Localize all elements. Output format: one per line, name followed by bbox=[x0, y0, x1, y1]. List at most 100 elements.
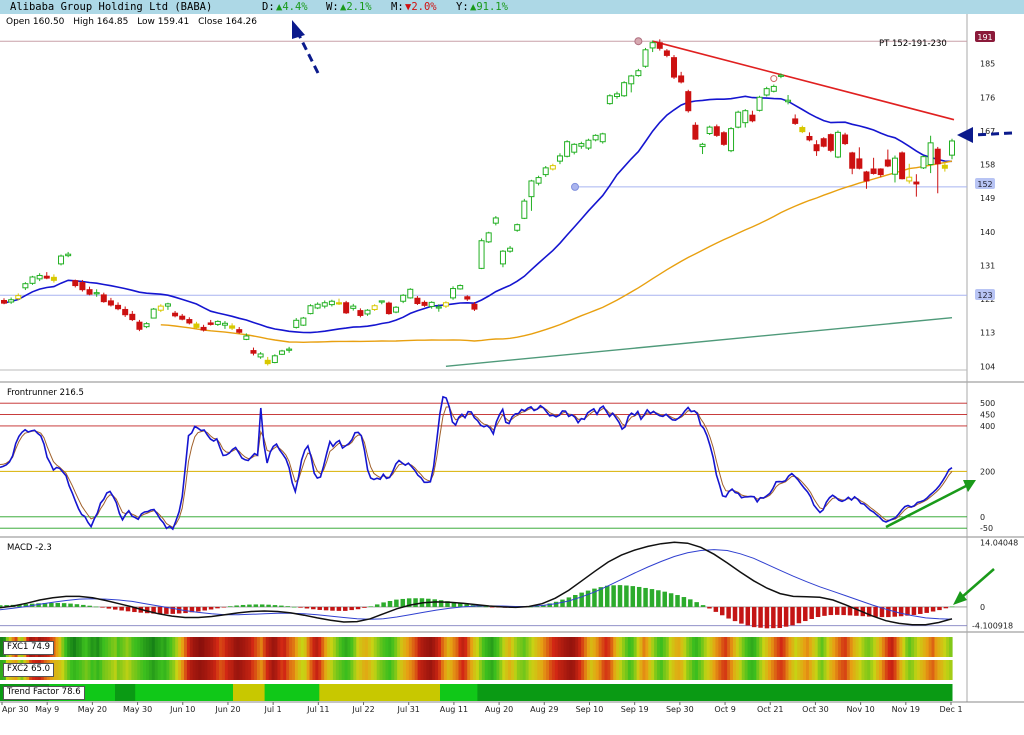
fxc1-cell bbox=[674, 637, 679, 657]
fxc1-cell bbox=[148, 637, 153, 657]
title-bar: Alibaba Group Holding Ltd (BABA) D: ▲4.4… bbox=[0, 0, 1024, 14]
candle bbox=[507, 245, 514, 253]
x-tick-label: Jul 11 bbox=[306, 705, 329, 714]
candle bbox=[264, 356, 271, 366]
candle-body bbox=[428, 301, 435, 307]
fxc2-cell bbox=[572, 660, 576, 680]
macd-tick-label: 0 bbox=[980, 603, 985, 612]
fxc1-cell bbox=[385, 637, 389, 657]
fxc2-cell bbox=[221, 660, 226, 680]
fxc2-cell bbox=[280, 660, 284, 680]
candle-body bbox=[86, 289, 93, 295]
fxc2-cell bbox=[563, 660, 568, 680]
fxc2-cell bbox=[87, 660, 92, 680]
fxc2-cell bbox=[487, 660, 492, 680]
fxc1-cell bbox=[254, 637, 258, 657]
fxc1-cell bbox=[321, 637, 325, 657]
candle bbox=[863, 170, 870, 189]
fxc1-cell bbox=[604, 637, 609, 657]
candle bbox=[891, 155, 898, 183]
candle-body bbox=[599, 133, 606, 143]
fxc2-cell bbox=[823, 660, 828, 680]
fxc1-label: FXC1 74.9 bbox=[3, 641, 55, 655]
fxc1-cell bbox=[516, 637, 521, 657]
fxc2-cell bbox=[493, 660, 498, 680]
candle-body bbox=[307, 305, 314, 315]
fxc1-cell bbox=[884, 637, 889, 657]
fxc2-cell bbox=[849, 660, 854, 680]
fxc2-cell bbox=[242, 660, 246, 680]
fxc2-cell bbox=[312, 660, 316, 680]
candle bbox=[585, 138, 592, 150]
fxc1-cell bbox=[350, 637, 354, 657]
fxc2-cell bbox=[896, 660, 901, 680]
fxc1-cell bbox=[478, 637, 483, 657]
fxc1-cell bbox=[487, 637, 492, 657]
fxc1-cell bbox=[335, 637, 340, 657]
macd-histogram-bar bbox=[144, 606, 150, 614]
candle-body bbox=[15, 295, 22, 300]
price-tick-label: 131 bbox=[980, 261, 995, 270]
candle-body bbox=[756, 96, 763, 111]
candle-body bbox=[115, 304, 122, 310]
fxc1-cell bbox=[511, 637, 515, 657]
fxc1-cell bbox=[712, 637, 717, 657]
price-tick-label: 104 bbox=[980, 362, 995, 371]
candle bbox=[364, 309, 371, 316]
macd-histogram-bar bbox=[279, 605, 284, 607]
frontrunner-signal-line bbox=[0, 406, 953, 528]
candle bbox=[785, 95, 792, 105]
candle-body bbox=[385, 302, 392, 315]
fxc2-cell bbox=[420, 660, 425, 680]
candle bbox=[606, 94, 613, 105]
fxc2-cell bbox=[470, 660, 474, 680]
fxc1-cell bbox=[233, 637, 238, 657]
candle-body bbox=[671, 57, 678, 78]
candle bbox=[478, 238, 485, 270]
fxc2-cell bbox=[607, 660, 611, 680]
fxc1-cell bbox=[300, 637, 305, 657]
price-tick-label: 167 bbox=[980, 127, 995, 136]
fxc2-cell bbox=[297, 660, 302, 680]
fxc2-cell bbox=[525, 660, 530, 680]
macd-histogram-bar bbox=[898, 606, 904, 617]
fxc2-cell bbox=[365, 660, 369, 680]
fxc2-cell bbox=[93, 660, 97, 680]
candle bbox=[86, 286, 93, 296]
fxc2-cell bbox=[329, 660, 334, 680]
fxc2-cell bbox=[671, 660, 676, 680]
fxc1-cell bbox=[81, 637, 86, 657]
candle bbox=[564, 140, 571, 158]
fxc1-cell bbox=[908, 637, 912, 657]
candle-body bbox=[521, 200, 528, 219]
macd-histogram-bar bbox=[394, 599, 399, 607]
candle-body bbox=[649, 42, 656, 49]
candle-body bbox=[278, 350, 285, 355]
fxc2-cell bbox=[534, 660, 538, 680]
candle-body bbox=[214, 320, 221, 325]
candle bbox=[820, 137, 827, 148]
fxc2-cell bbox=[289, 660, 293, 680]
macd-histogram-bar bbox=[234, 605, 239, 607]
fxc1-cell bbox=[738, 637, 743, 657]
fxc1-cell bbox=[75, 637, 80, 657]
price-tick-label: 185 bbox=[980, 60, 995, 69]
macd-histogram-bar bbox=[579, 592, 584, 607]
fxc2-cell bbox=[134, 660, 138, 680]
fxc1-cell bbox=[160, 637, 165, 657]
macd-histogram-bar bbox=[489, 606, 495, 608]
fxc2-cell bbox=[198, 660, 203, 680]
candle bbox=[43, 272, 50, 280]
fxc1-cell bbox=[703, 637, 708, 657]
monthly-change-label: M: bbox=[391, 1, 404, 13]
fxc1-cell bbox=[324, 637, 328, 657]
fxc2-cell bbox=[773, 660, 778, 680]
fxc2-cell bbox=[315, 660, 319, 680]
macd-histogram-bar bbox=[247, 604, 252, 607]
candle bbox=[834, 130, 841, 159]
fxc1-cell bbox=[473, 637, 477, 657]
candle bbox=[172, 310, 179, 318]
fxc1-cell bbox=[470, 637, 474, 657]
fxc2-cell bbox=[207, 660, 211, 680]
fxc2-cell bbox=[169, 660, 173, 680]
